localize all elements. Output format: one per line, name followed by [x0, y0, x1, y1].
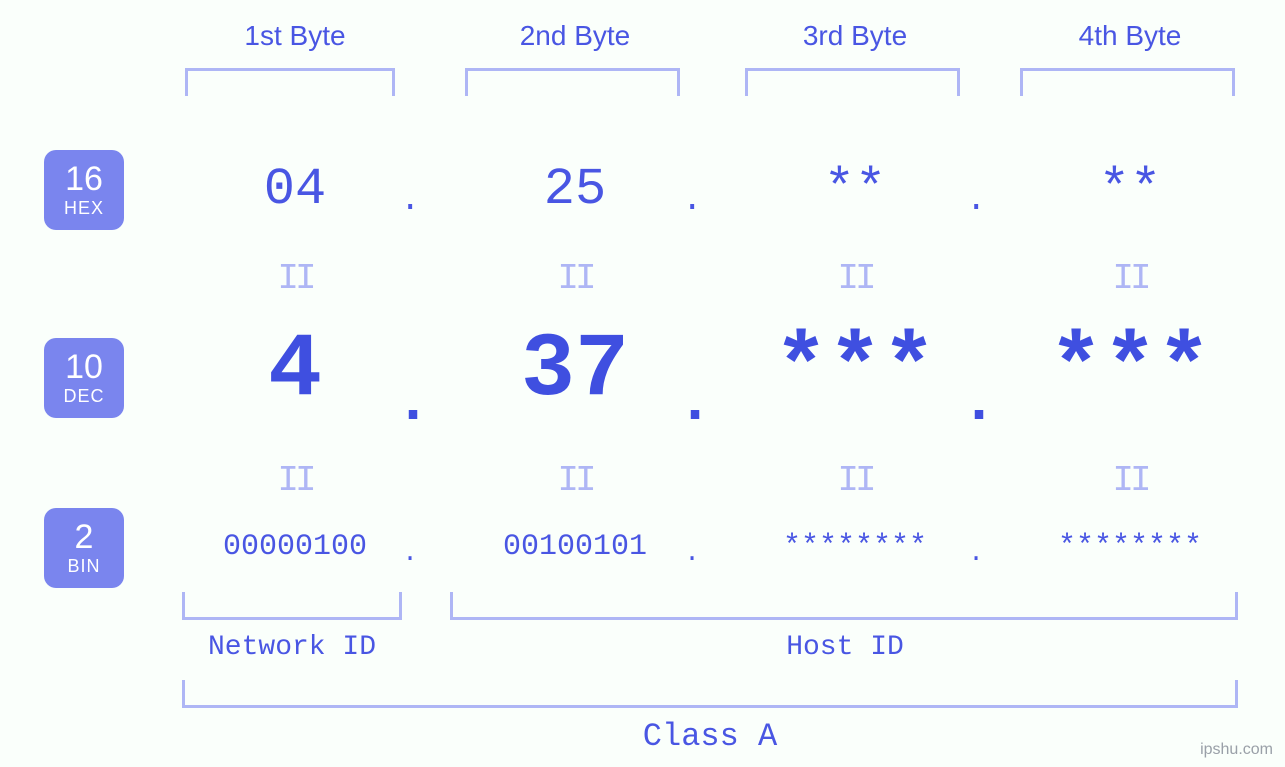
eq-1-3: II [835, 258, 875, 299]
bin-dot-3: . [968, 538, 984, 568]
eq-1-4: II [1110, 258, 1150, 299]
bin-val-4: ******** [1010, 530, 1250, 564]
byte-label-4: 4th Byte [1070, 20, 1190, 52]
hex-val-4: ** [1030, 160, 1230, 219]
diagram-root: 1st Byte 2nd Byte 3rd Byte 4th Byte 16 H… [0, 0, 1285, 767]
top-bracket-2 [465, 68, 680, 96]
dec-dot-2: . [677, 370, 707, 438]
dec-badge-num: 10 [44, 349, 124, 386]
eq-1-2: II [555, 258, 595, 299]
hex-val-3: ** [755, 160, 955, 219]
hex-dot-3: . [966, 182, 986, 220]
hex-badge-num: 16 [44, 161, 124, 198]
hex-val-1: 04 [195, 160, 395, 219]
byte-label-2: 2nd Byte [515, 20, 635, 52]
eq-2-3: II [835, 460, 875, 501]
bin-badge-num: 2 [44, 519, 124, 556]
watermark: ipshu.com [1200, 741, 1273, 759]
dec-dot-1: . [395, 370, 425, 438]
dec-dot-3: . [961, 370, 991, 438]
hex-badge: 16 HEX [44, 150, 124, 230]
bin-badge: 2 BIN [44, 508, 124, 588]
dec-val-2: 37 [465, 320, 685, 422]
hex-val-2: 25 [475, 160, 675, 219]
bin-dot-1: . [402, 538, 418, 568]
eq-2-1: II [275, 460, 315, 501]
hex-dot-2: . [682, 182, 702, 220]
bin-dot-2: . [684, 538, 700, 568]
eq-1-1: II [275, 258, 315, 299]
network-label: Network ID [202, 632, 382, 663]
host-bracket [450, 592, 1238, 620]
dec-badge-txt: DEC [44, 387, 124, 407]
host-label: Host ID [760, 632, 930, 663]
byte-label-1: 1st Byte [235, 20, 355, 52]
eq-2-2: II [555, 460, 595, 501]
bin-badge-txt: BIN [44, 557, 124, 577]
dec-badge: 10 DEC [44, 338, 124, 418]
byte-label-3: 3rd Byte [795, 20, 915, 52]
bin-val-2: 00100101 [455, 530, 695, 564]
bin-val-3: ******** [735, 530, 975, 564]
network-bracket [182, 592, 402, 620]
top-bracket-3 [745, 68, 960, 96]
top-bracket-1 [185, 68, 395, 96]
dec-val-1: 4 [185, 320, 405, 422]
hex-dot-1: . [400, 182, 420, 220]
eq-2-4: II [1110, 460, 1150, 501]
class-label: Class A [630, 718, 790, 755]
class-bracket [182, 680, 1238, 708]
dec-val-4: *** [1020, 320, 1240, 422]
hex-badge-txt: HEX [44, 199, 124, 219]
bin-val-1: 00000100 [175, 530, 415, 564]
top-bracket-4 [1020, 68, 1235, 96]
dec-val-3: *** [745, 320, 965, 422]
